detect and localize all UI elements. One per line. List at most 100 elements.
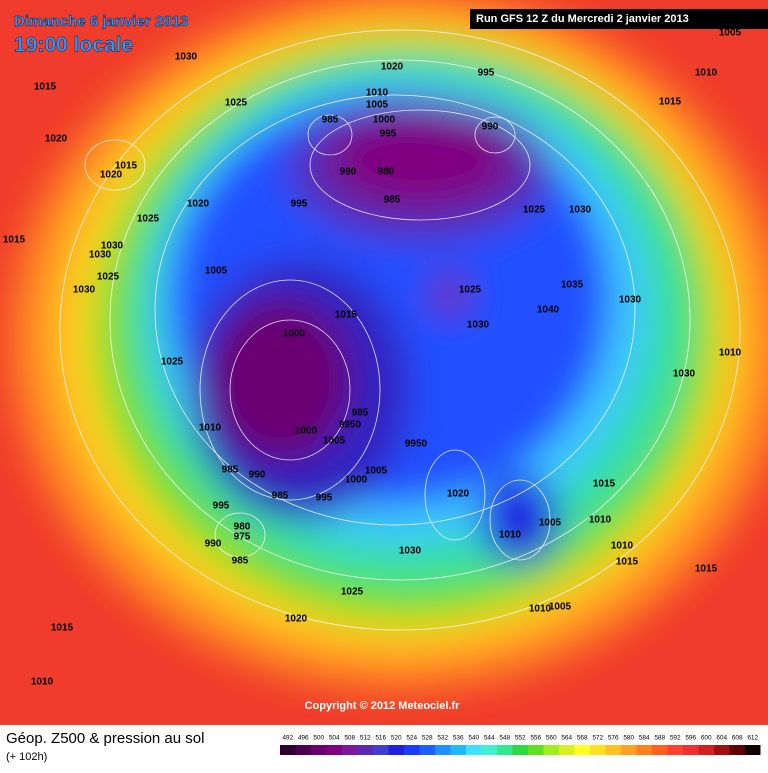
pressure-label: 1025 — [523, 205, 546, 216]
pressure-label: 1005 — [719, 28, 742, 39]
colorbar-label: 556 — [530, 735, 541, 742]
pressure-label: 1030 — [175, 52, 198, 63]
colorbar-swatch — [667, 745, 683, 755]
pressure-label: 1030 — [73, 285, 96, 296]
colorbar-label: 612 — [747, 735, 758, 742]
colorbar-swatch — [481, 745, 497, 755]
colorbar-label: 520 — [391, 735, 402, 742]
colorbar-label: 608 — [732, 735, 743, 742]
colorbar-swatch — [466, 745, 482, 755]
colorbar-swatch — [714, 745, 730, 755]
pressure-label: 980 — [234, 522, 251, 533]
colorbar-swatch — [528, 745, 544, 755]
colorbar-label: 576 — [608, 735, 619, 742]
colorbar-label: 532 — [437, 735, 448, 742]
pressure-label: 1020 — [187, 199, 210, 210]
pressure-label: 1020 — [381, 62, 404, 73]
colorbar-swatch — [450, 745, 466, 755]
pressure-label: 975 — [234, 532, 251, 543]
pressure-label: 1030 — [467, 320, 490, 331]
colorbar-swatch — [729, 745, 745, 755]
colorbar-swatch — [512, 745, 528, 755]
pressure-label: 985 — [384, 195, 401, 206]
colorbar-label: 604 — [716, 735, 727, 742]
colorbar-swatch — [388, 745, 404, 755]
colorbar-swatch — [636, 745, 652, 755]
pressure-label: 1000 — [295, 426, 318, 437]
pressure-label: 1015 — [616, 557, 639, 568]
pressure-label: 980 — [378, 167, 395, 178]
colorbar-swatch — [497, 745, 513, 755]
pressure-label: 1015 — [593, 479, 616, 490]
pressure-label: 1035 — [561, 280, 584, 291]
pressure-label: 1005 — [323, 436, 346, 447]
colorbar-label: 564 — [561, 735, 572, 742]
pressure-label: 1010 — [719, 348, 742, 359]
pressure-label: 1005 — [549, 602, 572, 613]
colorbar-swatch — [698, 745, 714, 755]
pressure-label: 995 — [213, 501, 230, 512]
pressure-label: 1025 — [225, 98, 248, 109]
colorbar-label: 516 — [375, 735, 386, 742]
colorbar-label: 568 — [577, 735, 588, 742]
colorbar-label: 584 — [639, 735, 650, 742]
pressure-label: 1025 — [161, 357, 184, 368]
colorbar-label: 596 — [685, 735, 696, 742]
pressure-label: 1010 — [31, 677, 54, 688]
pressure-label: 990 — [249, 470, 266, 481]
pressure-label: 985 — [272, 491, 289, 502]
pressure-label: 995 — [316, 493, 333, 504]
footer-lead: (+ 102h) — [6, 751, 47, 763]
pressure-label: 985 — [352, 408, 369, 419]
colorbar: 492 496 500 504 508 512 516 520 524 528 532 536 540 5… — [280, 735, 761, 755]
pressure-label: 1010 — [529, 604, 552, 615]
colorbar-label: 536 — [453, 735, 464, 742]
colorbar-label: 560 — [546, 735, 557, 742]
pressure-label: 1020 — [100, 170, 123, 181]
colorbar-label: 512 — [360, 735, 371, 742]
colorbar-swatch — [559, 745, 575, 755]
pressure-label: 1015 — [34, 82, 57, 93]
pressure-label: 1000 — [373, 115, 396, 126]
colorbar-label: 572 — [592, 735, 603, 742]
colorbar-label: 524 — [406, 735, 417, 742]
colorbar-swatch — [605, 745, 621, 755]
pressure-label: 1015 — [659, 97, 682, 108]
pressure-label: 995 — [291, 199, 308, 210]
colorbar-swatch — [683, 745, 699, 755]
date-label: Dimanche 6 janvier 2013 — [14, 13, 188, 30]
colorbar-label: 528 — [422, 735, 433, 742]
pressure-label: 1030 — [89, 250, 112, 261]
colorbar-swatch — [373, 745, 389, 755]
colorbar-swatch — [311, 745, 327, 755]
colorbar-label: 552 — [515, 735, 526, 742]
pressure-label: 1015 — [335, 310, 358, 321]
pressure-label: 1025 — [459, 285, 482, 296]
pressure-label: 985 — [222, 465, 239, 476]
colorbar-swatch — [326, 745, 342, 755]
pressure-label: 1015 — [51, 623, 74, 634]
time-label: 19:00 locale — [14, 34, 133, 57]
pressure-label: 9950 — [405, 439, 428, 450]
pressure-label: 1040 — [537, 305, 560, 316]
pressure-label: 1020 — [447, 489, 470, 500]
pressure-label: 1005 — [539, 518, 562, 529]
pressure-label: 985 — [232, 556, 249, 567]
pressure-label: 1005 — [205, 266, 228, 277]
pressure-label: 995 — [478, 68, 495, 79]
pressure-label: 990 — [482, 122, 499, 133]
pressure-label: 1010 — [589, 515, 612, 526]
pressure-label: 1005 — [365, 466, 388, 477]
colorbar-swatch — [342, 745, 358, 755]
colorbar-label: 500 — [313, 735, 324, 742]
pressure-label: 9950 — [339, 420, 362, 431]
colorbar-swatch — [621, 745, 637, 755]
colorbar-swatch — [357, 745, 373, 755]
pressure-label: 1015 — [115, 161, 138, 172]
pressure-label: 1010 — [611, 541, 634, 552]
colorbar-label: 548 — [499, 735, 510, 742]
run-box — [470, 9, 768, 29]
colorbar-label: 580 — [623, 735, 634, 742]
footer-title: Géop. Z500 & pression au sol — [6, 730, 204, 747]
